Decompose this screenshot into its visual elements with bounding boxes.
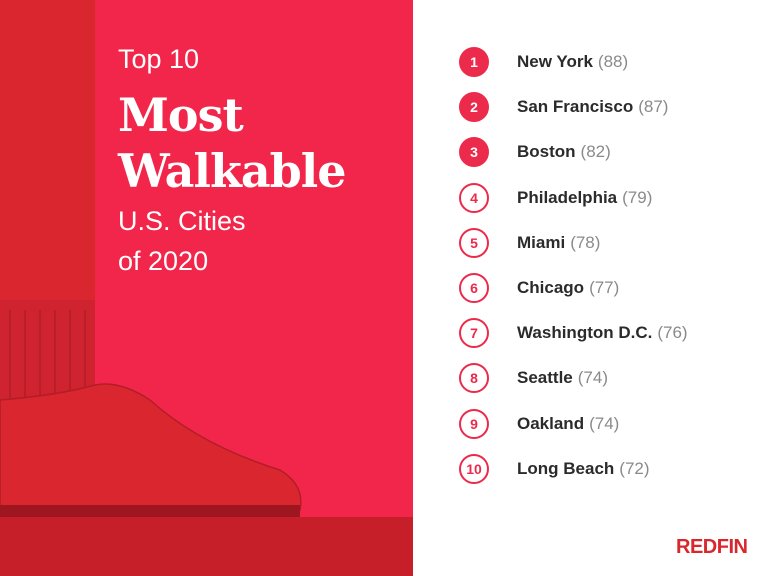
city-name: Chicago [517,278,585,297]
title-line: U.S. Cities [118,206,246,236]
rank-badge: 10 [459,453,489,484]
city-name: Seattle [517,368,573,388]
list-row: 4 Philadelphia (79) [459,181,652,215]
city-name: Miami [517,232,566,252]
city-name: Oakland [517,413,585,433]
list-row: 8 Seattle (74) [459,361,608,395]
title-line: Top 10 [118,44,200,74]
city-name: San Francisco [517,97,634,117]
list-row: 6 Chicago (77) [459,271,619,305]
city-name: Boston [517,142,576,162]
list-row: 3 Boston (82) [459,135,611,169]
walk-score: (78) [570,232,601,252]
rank-badge: 9 [459,408,489,439]
walk-score: (74) [589,413,620,433]
rank-badge: 5 [459,227,489,258]
rank-badge: 2 [459,92,489,123]
logo: REDFIN [676,536,748,558]
list-row: 10 Long Beach (72) [459,452,650,486]
walk-score: (88) [597,52,629,71]
list-row: 5 Miami (78) [459,226,600,260]
rank-badge: 8 [459,363,489,394]
walk-score: (79) [622,187,653,207]
rank-badge: 7 [459,318,489,349]
list-row: 2 San Francisco (87) [459,90,668,124]
walk-score: (87) [638,97,669,117]
rank-badge: 4 [459,182,489,213]
title-main: Walkable [118,144,347,198]
city-name: Long Beach [517,458,615,478]
title-main: Most [118,88,244,142]
city-name: Washington D.C. [517,323,653,343]
title-line: of 2020 [118,246,209,276]
list-row: 7 Washington D.C. (76) [459,316,688,350]
walk-score: (74) [577,368,608,388]
walk-score: (82) [580,142,611,162]
list-row: 9 Oakland (74) [459,407,619,441]
city-name: New York [517,52,593,71]
rank-badge: 6 [459,273,489,303]
walk-score: (77) [589,278,620,297]
list-row: 1 New York (88) [459,45,628,79]
rank-badge: 3 [459,137,489,168]
city-name: Philadelphia [517,187,618,207]
rank-badge: 1 [459,47,489,77]
walk-score: (76) [657,323,688,343]
illustration [0,0,413,576]
walk-score: (72) [619,458,650,478]
